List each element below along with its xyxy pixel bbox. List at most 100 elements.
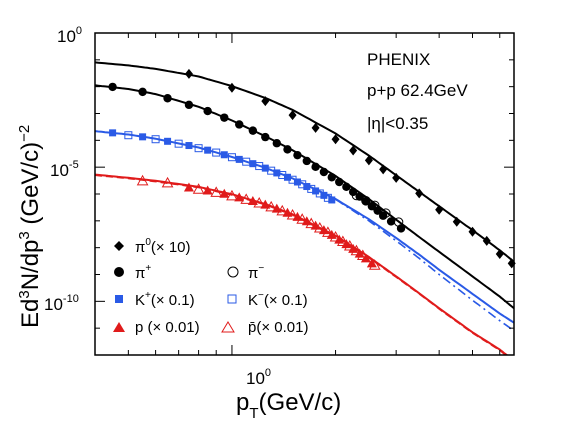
- x-axis-title: pT(GeV/c): [236, 389, 341, 422]
- marker-series-6: [286, 208, 299, 220]
- y-axis-title: Ed3N/dp3 (GeV/c)−2: [16, 125, 44, 328]
- marker-series-4: [194, 144, 203, 153]
- marker-series-1: [283, 145, 292, 154]
- legend-marker-pi-minus: [227, 266, 239, 278]
- marker-series-2: [393, 217, 404, 227]
- marker-series-0: [468, 226, 477, 237]
- marker-series-6: [296, 213, 309, 224]
- marker-series-4: [267, 166, 276, 175]
- marker-series-6: [161, 176, 174, 188]
- marker-series-4: [298, 180, 307, 189]
- marker-series-5: [202, 185, 213, 195]
- marker-series-3: [303, 183, 311, 191]
- marker-series-0: [495, 249, 504, 260]
- marker-series-1: [184, 100, 194, 110]
- marker-series-1: [163, 94, 172, 103]
- marker-series-5: [354, 248, 365, 258]
- marker-series-0: [349, 145, 358, 156]
- marker-series-3: [185, 142, 193, 150]
- marker-series-3: [164, 137, 172, 145]
- marker-series-0: [379, 164, 388, 175]
- marker-series-0: [482, 235, 491, 246]
- marker-series-5: [219, 188, 230, 198]
- annotation-eta: |η|<0.35: [367, 114, 428, 133]
- legend-label-pi-minus: π−: [248, 263, 264, 282]
- marker-series-6: [322, 226, 334, 237]
- marker-series-6: [350, 244, 363, 256]
- marker-series-1: [293, 150, 302, 160]
- legend-label-k-plus: K+(× 0.1): [135, 290, 195, 309]
- x-ticks: [94, 33, 501, 355]
- y-tick-label-1: 10-5: [50, 159, 79, 180]
- marker-series-6: [343, 240, 356, 251]
- marker-series-1: [386, 217, 396, 226]
- marker-series-3: [312, 187, 320, 195]
- marker-series-0: [311, 122, 320, 133]
- marker-series-3: [283, 173, 291, 181]
- marker-series-4: [124, 131, 133, 140]
- marker-series-4: [242, 157, 251, 166]
- legend-label-k-minus: K−(× 0.1): [248, 290, 308, 309]
- legend-marker-antiproton: [221, 321, 235, 333]
- marker-series-5: [366, 258, 377, 268]
- marker-series-6: [313, 221, 326, 233]
- legend-marker-proton: [113, 322, 125, 332]
- legend-label-pi-plus: π+: [135, 263, 151, 282]
- marker-series-3: [261, 164, 269, 172]
- marker-series-0: [227, 82, 236, 93]
- marker-series-0: [392, 172, 401, 183]
- marker-series-6: [210, 186, 223, 197]
- marker-series-1: [335, 177, 344, 187]
- legend-label-pi0: π0(× 10): [135, 237, 191, 256]
- marker-series-4: [278, 171, 287, 180]
- marker-series-6: [265, 200, 278, 212]
- marker-series-1: [311, 162, 320, 172]
- data-markers: [108, 68, 516, 270]
- marker-series-3: [139, 133, 147, 141]
- marker-series-1: [220, 113, 229, 122]
- marker-series-6: [136, 174, 149, 186]
- marker-series-3: [220, 151, 228, 159]
- marker-series-0: [261, 96, 270, 107]
- marker-series-5: [183, 182, 194, 192]
- marker-series-1: [203, 106, 212, 116]
- legend-marker-pi-plus: [114, 267, 124, 277]
- marker-series-4: [174, 139, 183, 148]
- marker-series-3: [109, 129, 117, 137]
- marker-series-4: [255, 162, 264, 171]
- marker-series-0: [184, 68, 193, 79]
- marker-series-6: [368, 259, 381, 270]
- marker-series-3: [204, 146, 212, 154]
- marker-series-6: [253, 197, 266, 208]
- fit-curve-0: [95, 61, 514, 263]
- marker-series-0: [435, 204, 444, 215]
- marker-series-5: [348, 243, 359, 253]
- marker-series-4: [307, 184, 316, 193]
- marker-series-3: [249, 160, 257, 168]
- marker-series-6: [192, 183, 205, 194]
- marker-series-1: [342, 182, 351, 192]
- marker-series-5: [260, 199, 271, 209]
- marker-series-6: [240, 193, 253, 204]
- marker-series-1: [272, 139, 282, 148]
- marker-series-2: [361, 196, 371, 206]
- marker-series-3: [293, 178, 301, 186]
- marker-series-6: [276, 204, 289, 216]
- marker-series-0: [288, 110, 297, 121]
- marker-series-1: [378, 211, 388, 220]
- marker-series-1: [361, 197, 371, 206]
- legend-marker-k-minus: [227, 294, 237, 304]
- marker-series-6: [305, 217, 318, 229]
- marker-series-2: [351, 190, 362, 201]
- marker-series-4: [315, 189, 324, 198]
- legend-label-proton: p (× 0.01): [135, 319, 200, 336]
- marker-series-2: [381, 208, 391, 218]
- marker-series-4: [212, 148, 221, 157]
- marker-series-6: [336, 235, 349, 246]
- marker-series-0: [452, 216, 461, 227]
- marker-series-4: [151, 135, 160, 144]
- marker-series-4: [227, 153, 236, 162]
- marker-series-1: [367, 202, 377, 211]
- marker-series-5: [360, 253, 371, 263]
